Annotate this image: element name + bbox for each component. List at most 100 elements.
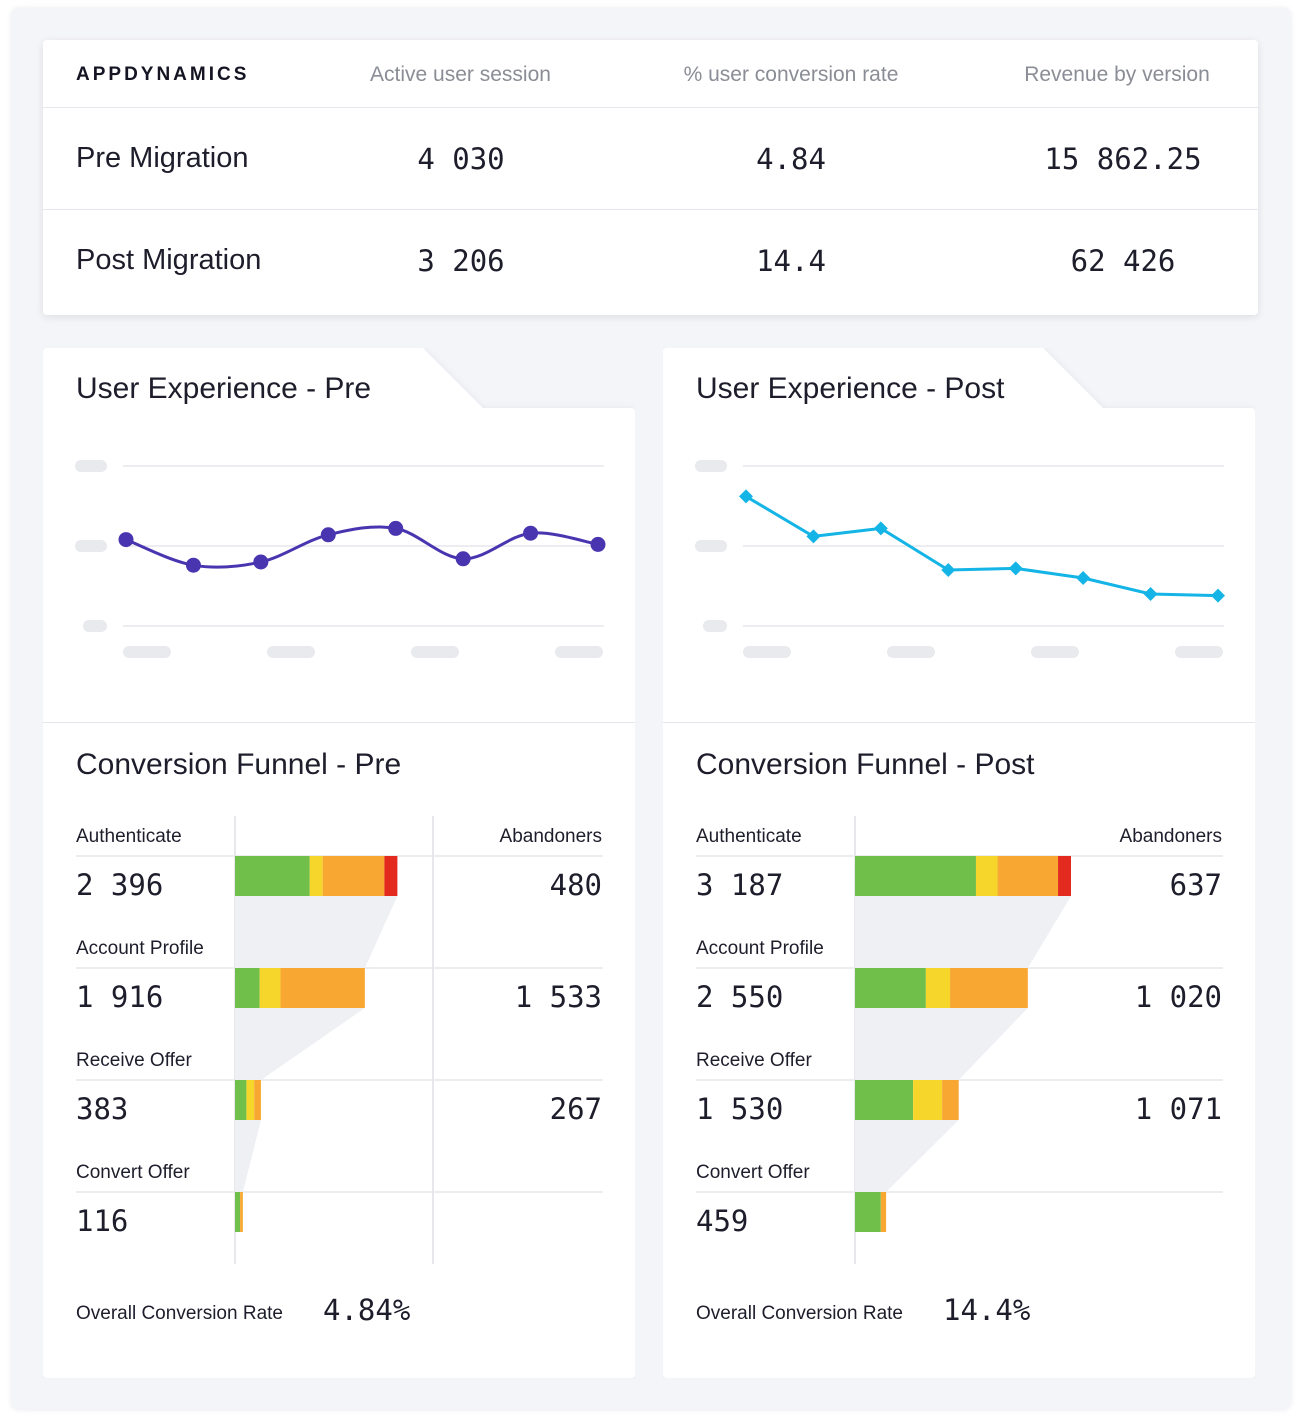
funnel-bar-orange	[997, 856, 1059, 896]
funnel-connector	[235, 1120, 261, 1192]
funnel-bar-orange	[280, 968, 365, 1008]
stage-value-receive-offer: 1 530	[696, 1092, 784, 1126]
cell-pre-sessions: 4 030	[417, 142, 505, 176]
funnel-connector	[855, 1008, 1028, 1080]
funnel-pre-svg	[76, 816, 603, 1264]
data-point	[455, 551, 471, 567]
cell-pre-conversion: 4.84	[756, 142, 826, 176]
panel-divider	[43, 722, 635, 723]
funnel-bar-orange	[880, 1192, 887, 1232]
column-header-conversion: % user conversion rate	[683, 63, 899, 86]
stage-label-receive-offer: Receive Offer	[696, 1050, 812, 1071]
ux-chart-post-svg	[695, 460, 1225, 658]
summary-header-row: APPDYNAMICS Active user session % user c…	[43, 40, 1258, 108]
x-axis-placeholder	[411, 646, 459, 658]
funnel-bar-green	[235, 1192, 241, 1232]
funnel-connector	[855, 896, 1071, 968]
y-axis-placeholder	[75, 460, 107, 472]
funnel-bar-green	[235, 968, 260, 1008]
stage-value-authenticate: 3 187	[696, 868, 784, 902]
funnel-bar-green	[235, 856, 310, 896]
stage-value-convert-offer: 116	[76, 1204, 129, 1238]
abandoners-authenticate: 480	[549, 868, 602, 902]
stage-value-receive-offer: 383	[76, 1092, 129, 1126]
ux-chart-post	[663, 448, 1255, 678]
data-point	[523, 525, 539, 541]
ux-chart-pre-svg	[75, 460, 606, 658]
column-header-sessions: Active user session	[370, 63, 551, 86]
ux-title-post: User Experience - Post	[696, 372, 1005, 405]
abandoners-receive-offer: 267	[549, 1092, 602, 1126]
funnel-pre: Authenticate 2 396 Account Profile 1 916…	[43, 816, 635, 1266]
x-axis-placeholder	[1175, 646, 1223, 658]
funnel-post-svg	[696, 816, 1223, 1264]
y-axis-placeholder	[695, 540, 727, 552]
funnel-connector	[235, 1008, 365, 1080]
funnel-bar-orange	[950, 968, 1028, 1008]
abandoners-account-profile: 1 020	[1134, 980, 1222, 1014]
row-label-pre: Pre Migration	[76, 142, 249, 174]
funnel-title-post: Conversion Funnel - Post	[696, 748, 1035, 781]
funnel-bar-yellow	[925, 968, 951, 1008]
data-point	[1076, 571, 1091, 585]
panel-divider	[663, 722, 1255, 723]
panel-post: User Experience - Post Conversion Funnel…	[663, 348, 1255, 1378]
stage-label-authenticate: Authenticate	[76, 826, 182, 847]
data-point	[320, 527, 336, 543]
funnel-bar-yellow	[975, 856, 998, 896]
data-point	[388, 520, 404, 536]
x-axis-placeholder	[555, 646, 603, 658]
abandoners-authenticate: 637	[1169, 868, 1222, 902]
funnel-bar-yellow	[913, 1080, 943, 1120]
data-point	[185, 557, 201, 573]
cell-post-revenue: 62 426	[1070, 244, 1176, 278]
funnel-bar-green	[855, 968, 926, 1008]
cell-pre-revenue: 15 862.25	[1044, 142, 1202, 176]
stage-label-account-profile: Account Profile	[696, 938, 824, 959]
data-point	[941, 563, 956, 577]
cell-post-conversion: 14.4	[756, 244, 826, 278]
funnel-bar-green	[855, 856, 976, 896]
funnel-bar-orange	[254, 1080, 261, 1120]
series-line	[745, 495, 1219, 598]
stage-label-convert-offer: Convert Offer	[76, 1162, 190, 1183]
y-axis-placeholder	[703, 620, 727, 632]
data-point	[806, 529, 821, 544]
abandoners-receive-offer: 1 071	[1134, 1092, 1222, 1126]
abandoners-header: Abandoners	[1119, 826, 1222, 847]
stage-label-receive-offer: Receive Offer	[76, 1050, 192, 1071]
funnel-bar-red	[384, 856, 398, 896]
overall-rate-value: 4.84%	[323, 1293, 411, 1327]
abandoners-account-profile: 1 533	[514, 980, 602, 1014]
funnel-bar-orange	[322, 856, 385, 896]
y-axis-placeholder	[695, 460, 727, 472]
x-axis-placeholder	[887, 646, 935, 658]
data-point	[118, 532, 134, 548]
abandoners-header: Abandoners	[499, 826, 602, 847]
cell-post-sessions: 3 206	[417, 244, 505, 278]
funnel-bar-yellow	[309, 856, 323, 896]
x-axis-placeholder	[1031, 646, 1079, 658]
y-axis-placeholder	[75, 540, 107, 552]
x-axis-placeholder	[743, 646, 791, 658]
row-label-post: Post Migration	[76, 244, 262, 276]
data-point	[1211, 588, 1225, 603]
table-row-pre: Pre Migration 4 030 4.84 15 862.25	[43, 108, 1258, 210]
data-point	[590, 536, 606, 552]
funnel-bar-orange	[942, 1080, 959, 1120]
funnel-bar-yellow	[259, 968, 281, 1008]
funnel-bar-red	[1058, 856, 1071, 896]
stage-label-account-profile: Account Profile	[76, 938, 204, 959]
ux-title-pre: User Experience - Pre	[76, 372, 372, 405]
funnel-post: Authenticate 3 187 Account Profile 2 550…	[663, 816, 1255, 1266]
column-header-revenue: Revenue by version	[1024, 63, 1210, 86]
overall-rate-label: Overall Conversion Rate	[76, 1303, 283, 1324]
funnel-bar-yellow	[246, 1080, 255, 1120]
overall-rate-value: 14.4%	[943, 1293, 1031, 1327]
data-point	[1008, 561, 1023, 576]
y-axis-placeholder	[83, 620, 107, 632]
funnel-bar-green	[855, 1192, 881, 1232]
x-axis-placeholder	[123, 646, 171, 658]
funnel-bar-orange	[240, 1192, 243, 1232]
data-point	[873, 521, 888, 536]
